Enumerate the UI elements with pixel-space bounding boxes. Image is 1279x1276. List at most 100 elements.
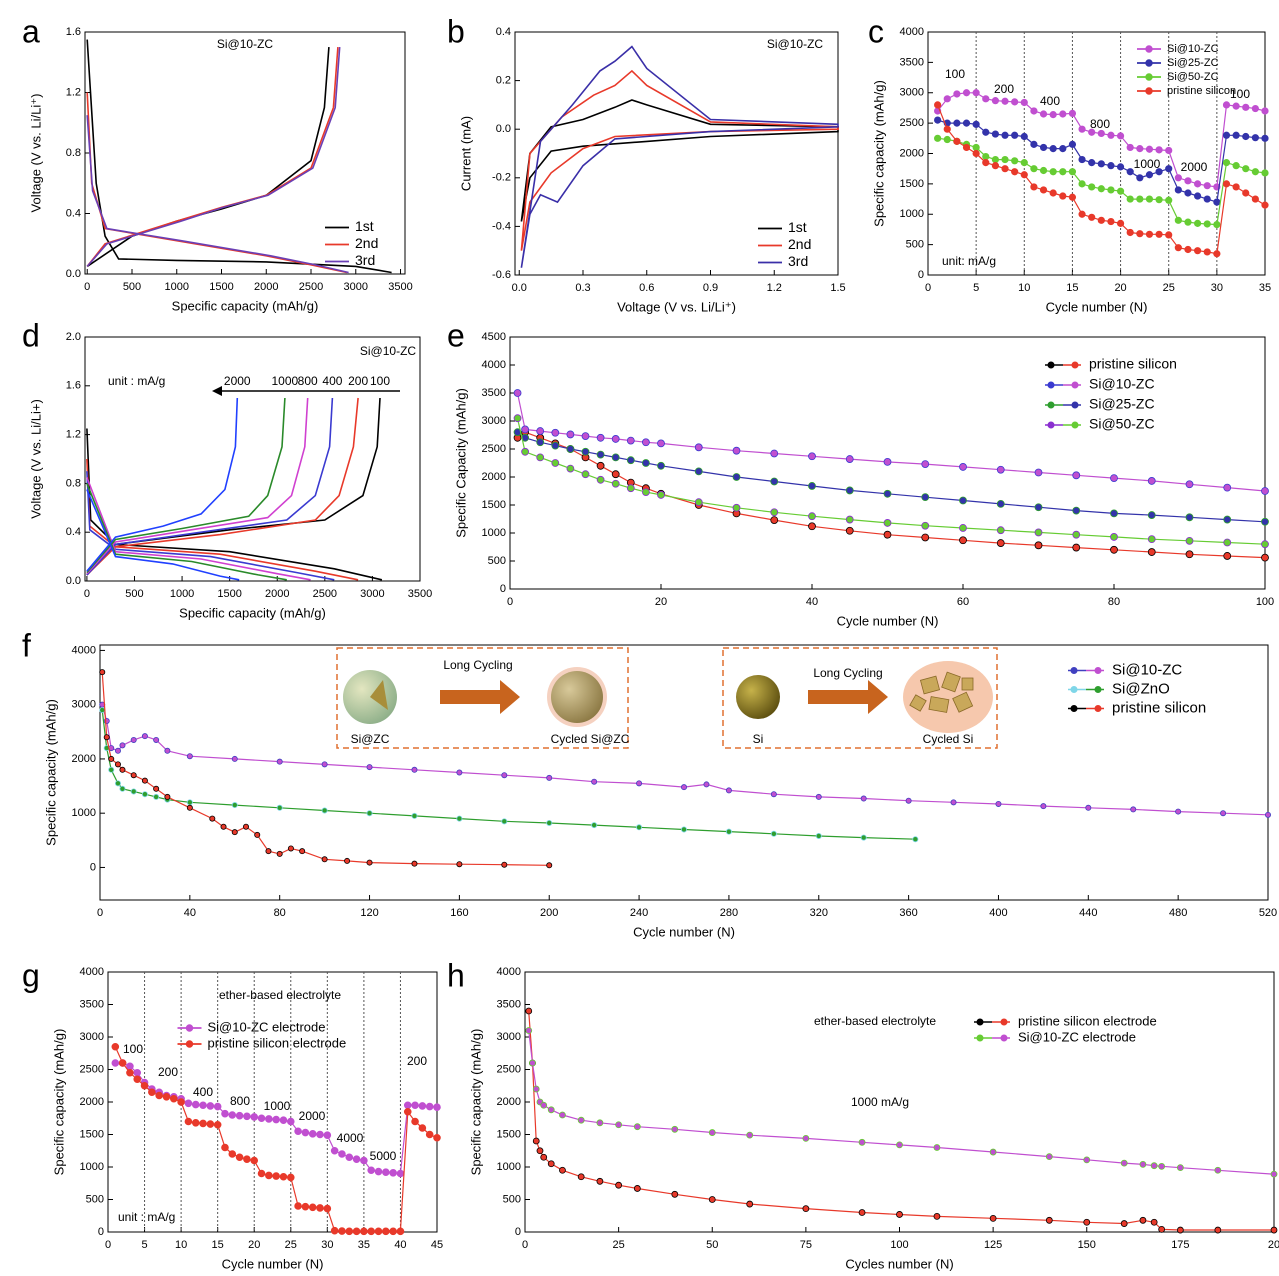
data-point [1232, 183, 1240, 191]
data-point [1001, 165, 1009, 173]
legend-marker [1094, 667, 1102, 674]
data-point [1150, 1162, 1158, 1170]
data-point [231, 802, 238, 809]
sphere-cycled [551, 671, 603, 723]
panel-label: b [447, 13, 465, 49]
data-point [321, 856, 328, 863]
annotation: Si@10-ZC [360, 344, 417, 358]
data-point [962, 89, 971, 97]
x-tick-label: 175 [1171, 1239, 1189, 1251]
legend-label: 1st [788, 219, 807, 235]
y-tick-label: 1.2 [66, 86, 81, 98]
data-point [501, 772, 508, 779]
data-point [272, 1172, 280, 1180]
y-tick-label: 4000 [72, 644, 96, 656]
x-tick-label: 25 [1163, 282, 1175, 294]
data-point [153, 793, 160, 800]
data-point [1110, 533, 1118, 541]
data-point [411, 1117, 419, 1126]
data-point [1139, 1216, 1147, 1224]
data-point [513, 389, 522, 397]
data-point [1185, 480, 1194, 489]
data-point [243, 1155, 251, 1163]
data-point [802, 1205, 810, 1212]
y-tick-label: -0.2 [492, 172, 511, 184]
data-point [1068, 168, 1077, 176]
legend-label: pristine silicon electrode [208, 1035, 347, 1050]
data-point [551, 428, 560, 437]
data-point [148, 1088, 156, 1097]
data-point [657, 439, 665, 448]
annotation: 800 [230, 1094, 250, 1108]
data-point [155, 1091, 163, 1100]
data-point [566, 464, 575, 473]
data-point [808, 482, 816, 490]
data-point [220, 823, 227, 830]
data-point [418, 1124, 427, 1132]
y-tick-label: 1000 [72, 807, 96, 819]
data-point [308, 1130, 317, 1138]
legend-label: 3rd [788, 253, 808, 269]
data-point [1155, 196, 1163, 204]
annotation: 200 [158, 1065, 178, 1079]
data-point [1120, 1220, 1128, 1227]
data-point [250, 1113, 259, 1121]
data-point [330, 1146, 339, 1155]
x-tick-label: 520 [1259, 907, 1277, 919]
y-tick-label: 500 [503, 1193, 521, 1205]
data-point [1045, 1216, 1053, 1224]
plot-frame [509, 336, 1266, 590]
annotation: Si@10-ZC [217, 37, 274, 51]
data-point [1011, 157, 1019, 165]
data-point [141, 733, 148, 740]
data-point [1059, 168, 1067, 176]
x-tick-label: 10 [1018, 282, 1030, 294]
data-point [1147, 535, 1156, 544]
data-point [934, 134, 942, 142]
data-point [1147, 548, 1156, 556]
data-point [411, 766, 418, 773]
series-line [520, 69, 839, 251]
data-point [921, 533, 930, 542]
data-point [1107, 131, 1115, 139]
data-point [287, 845, 294, 852]
data-point [1030, 140, 1038, 148]
annotation: ether-based electrolyte [219, 988, 341, 1002]
annotation: 800 [1090, 117, 1110, 131]
data-point [382, 1168, 390, 1176]
y-tick-label: 4000 [482, 359, 506, 371]
data-point [681, 826, 688, 833]
data-point [425, 1102, 434, 1111]
x-tick-label: 35 [1259, 282, 1271, 294]
x-axis-label: Specific capacity (mAh/g) [179, 605, 326, 620]
series-line [101, 704, 1269, 816]
data-point [1213, 250, 1221, 258]
data-point [1085, 804, 1092, 811]
data-point [1083, 1156, 1091, 1164]
sphere-core [370, 680, 388, 710]
plot-frame [514, 31, 839, 276]
x-tick-label: 15 [212, 1239, 224, 1251]
x-tick-label: 30 [321, 1239, 333, 1251]
data-point [1232, 102, 1240, 110]
data-point [1011, 98, 1019, 106]
x-tick-label: 320 [810, 907, 828, 919]
data-point [209, 815, 216, 822]
data-point [1116, 163, 1125, 171]
data-point [996, 526, 1005, 535]
x-tick-label: 0 [105, 1239, 111, 1251]
legend-label: pristine silicon [1112, 699, 1206, 716]
x-tick-label: 45 [431, 1239, 443, 1251]
data-point [141, 777, 148, 784]
legend-label: Si@25-ZC [1089, 396, 1155, 412]
data-point [681, 784, 688, 791]
data-point [170, 1094, 178, 1103]
data-point [1175, 808, 1182, 815]
data-point [279, 1172, 288, 1181]
y-axis-label: Current (mA) [458, 116, 473, 191]
legend-marker [1047, 361, 1055, 369]
data-point [581, 470, 590, 479]
data-point [177, 1098, 185, 1106]
data-point [140, 1081, 149, 1090]
legend-label: pristine silicon [1089, 356, 1177, 372]
